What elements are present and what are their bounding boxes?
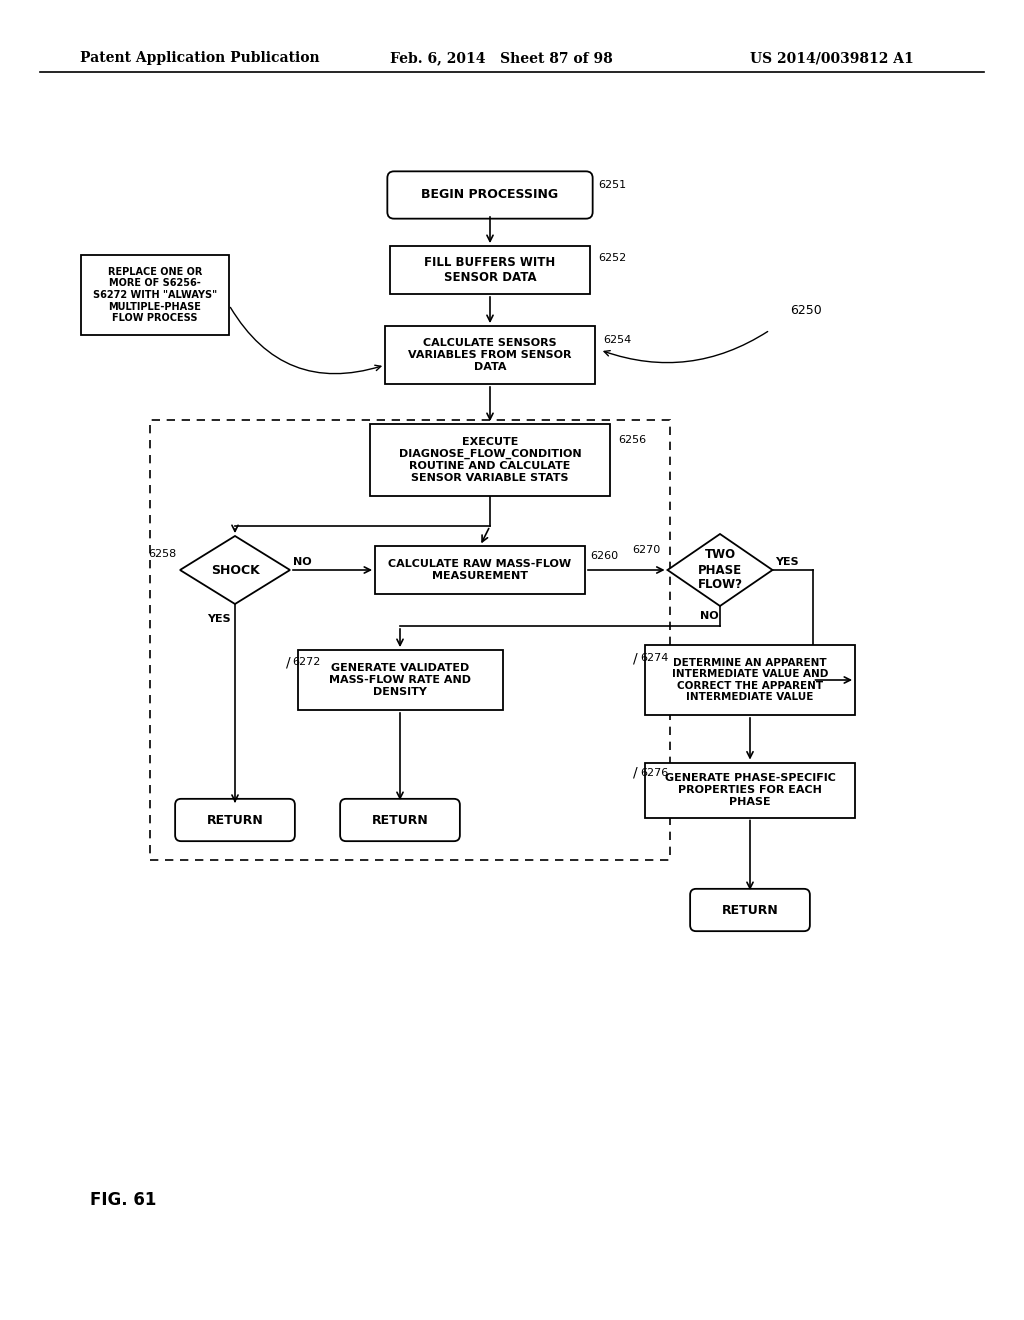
- Text: SHOCK: SHOCK: [211, 564, 259, 577]
- Bar: [385, 326, 595, 384]
- Bar: [298, 649, 503, 710]
- Text: US 2014/0039812 A1: US 2014/0039812 A1: [750, 51, 913, 65]
- Text: 6276: 6276: [640, 768, 669, 777]
- Text: FIG. 61: FIG. 61: [90, 1191, 157, 1209]
- Text: /: /: [633, 766, 638, 780]
- Text: 6270: 6270: [633, 545, 660, 554]
- Text: TWO
PHASE
FLOW?: TWO PHASE FLOW?: [697, 549, 742, 591]
- Text: 6254: 6254: [603, 335, 631, 345]
- FancyArrowPatch shape: [230, 308, 381, 374]
- FancyBboxPatch shape: [340, 799, 460, 841]
- Text: NO: NO: [700, 611, 719, 620]
- Text: GENERATE VALIDATED
MASS-FLOW RATE AND
DENSITY: GENERATE VALIDATED MASS-FLOW RATE AND DE…: [329, 664, 471, 697]
- Text: RETURN: RETURN: [722, 903, 778, 916]
- Text: YES: YES: [207, 614, 230, 624]
- Text: Patent Application Publication: Patent Application Publication: [80, 51, 319, 65]
- Bar: [81, 255, 229, 335]
- Text: 6252: 6252: [598, 253, 627, 263]
- Text: GENERATE PHASE-SPECIFIC
PROPERTIES FOR EACH
PHASE: GENERATE PHASE-SPECIFIC PROPERTIES FOR E…: [665, 774, 836, 807]
- Text: DETERMINE AN APPARENT
INTERMEDIATE VALUE AND
CORRECT THE APPARENT
INTERMEDIATE V: DETERMINE AN APPARENT INTERMEDIATE VALUE…: [672, 657, 828, 702]
- FancyBboxPatch shape: [690, 888, 810, 931]
- Polygon shape: [180, 536, 290, 605]
- Text: Feb. 6, 2014   Sheet 87 of 98: Feb. 6, 2014 Sheet 87 of 98: [390, 51, 612, 65]
- Text: 6251: 6251: [598, 180, 626, 190]
- FancyArrowPatch shape: [604, 331, 768, 363]
- Text: YES: YES: [775, 557, 799, 568]
- Polygon shape: [668, 535, 772, 606]
- Text: 6272: 6272: [293, 657, 321, 667]
- Text: NO: NO: [293, 557, 311, 568]
- Text: RETURN: RETURN: [372, 813, 428, 826]
- Text: FILL BUFFERS WITH
SENSOR DATA: FILL BUFFERS WITH SENSOR DATA: [424, 256, 556, 284]
- Bar: [645, 763, 855, 817]
- Text: /: /: [286, 655, 290, 669]
- Bar: [375, 546, 585, 594]
- Bar: [645, 645, 855, 715]
- Text: CALCULATE RAW MASS-FLOW
MEASUREMENT: CALCULATE RAW MASS-FLOW MEASUREMENT: [388, 560, 571, 581]
- Text: 6258: 6258: [148, 549, 176, 558]
- Text: 6274: 6274: [640, 653, 669, 663]
- Text: BEGIN PROCESSING: BEGIN PROCESSING: [422, 189, 558, 202]
- Text: 6250: 6250: [790, 304, 821, 317]
- Text: 6260: 6260: [590, 550, 618, 561]
- Text: REPLACE ONE OR
MORE OF S6256-
S6272 WITH "ALWAYS"
MULTIPLE-PHASE
FLOW PROCESS: REPLACE ONE OR MORE OF S6256- S6272 WITH…: [93, 267, 217, 323]
- FancyBboxPatch shape: [175, 799, 295, 841]
- Text: /: /: [633, 651, 638, 665]
- Text: 6256: 6256: [618, 436, 646, 445]
- FancyBboxPatch shape: [387, 172, 593, 219]
- Text: CALCULATE SENSORS
VARIABLES FROM SENSOR
DATA: CALCULATE SENSORS VARIABLES FROM SENSOR …: [409, 338, 571, 372]
- Text: RETURN: RETURN: [207, 813, 263, 826]
- Text: EXECUTE
DIAGNOSE_FLOW_CONDITION
ROUTINE AND CALCULATE
SENSOR VARIABLE STATS: EXECUTE DIAGNOSE_FLOW_CONDITION ROUTINE …: [398, 437, 582, 483]
- Bar: [370, 424, 610, 496]
- Bar: [150, 420, 670, 861]
- Bar: [390, 246, 590, 294]
